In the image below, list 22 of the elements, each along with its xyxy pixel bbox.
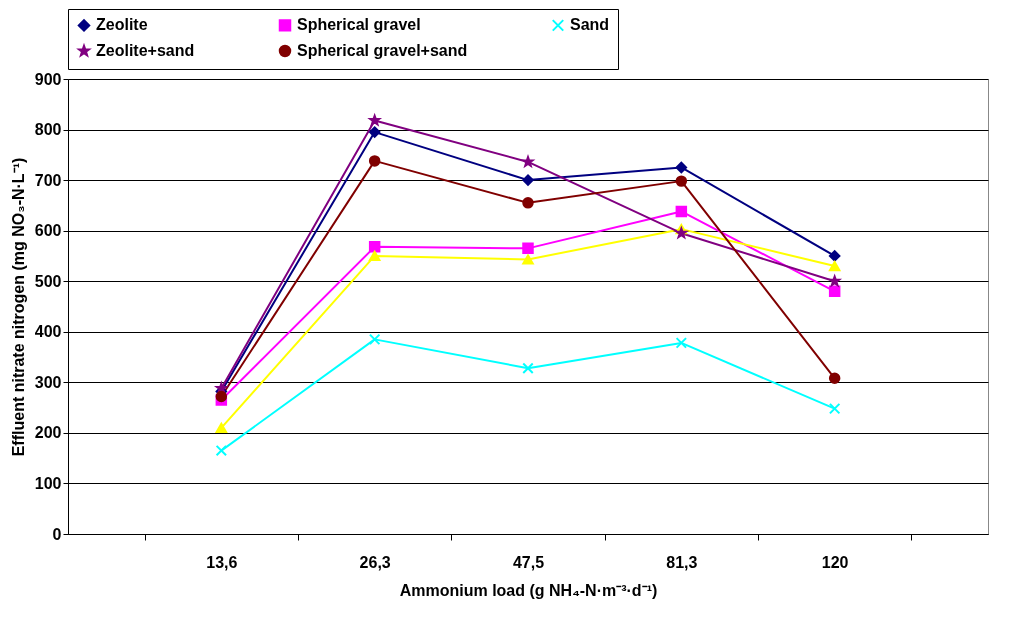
y-tick-label: 700	[34, 171, 62, 189]
y-tick-label: 300	[34, 373, 62, 391]
y-tick-label: 100	[34, 474, 62, 492]
x-tick-label: 13,6	[206, 553, 238, 571]
legend-label: Zeolite+sand	[96, 42, 195, 59]
legend-label: Sand	[570, 16, 610, 34]
y-tick-label: 0	[52, 525, 62, 543]
legend-label: Zeolite	[96, 16, 148, 34]
x-tick-label: 47,5	[512, 553, 545, 571]
x-tick-label: 120	[821, 553, 849, 571]
y-tick-label: 900	[34, 70, 62, 88]
y-tick-label: 600	[34, 222, 62, 240]
y-tick-label: 400	[34, 323, 62, 341]
y-tick-label: 500	[34, 272, 62, 290]
y-tick-label: 800	[34, 121, 62, 139]
y-axis-title: Effluent nitrate nitrogen (mg NO₃-N·L⁻¹)	[9, 157, 27, 457]
x-axis-title: Ammonium load (g NH₄-N·m⁻³·d⁻¹)	[399, 581, 658, 599]
legend-label: Spherical gravel+sand	[297, 42, 468, 59]
x-tick-label: 26,3	[359, 553, 391, 571]
legend-label: Spherical gravel	[297, 16, 421, 34]
y-tick-label: 200	[34, 424, 62, 442]
x-tick-label: 81,3	[666, 553, 698, 571]
